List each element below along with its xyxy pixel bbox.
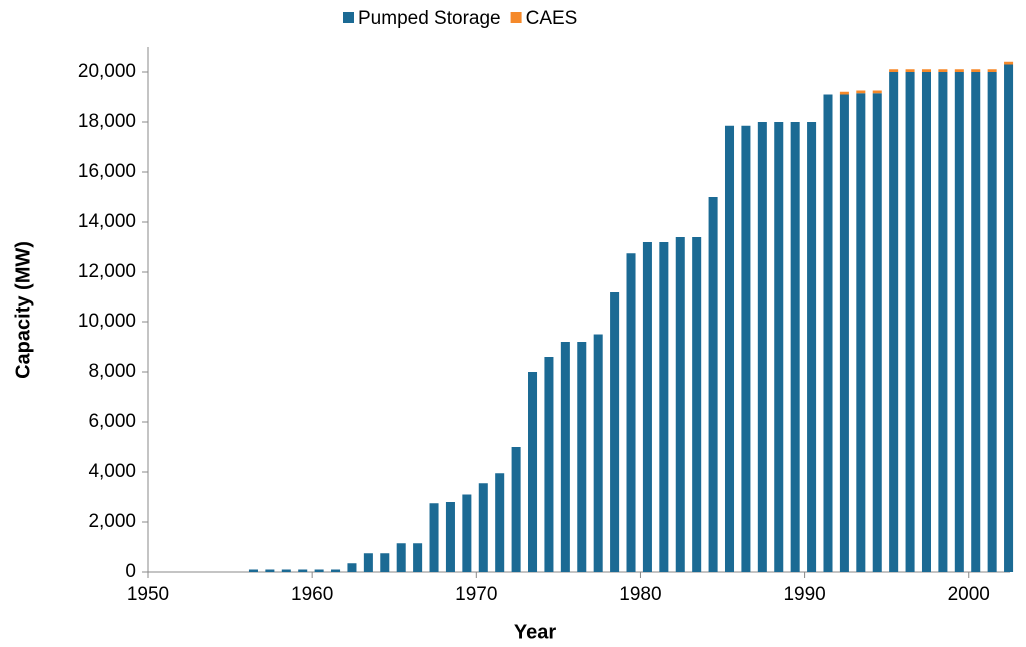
bar: [445, 502, 455, 572]
bar: [560, 342, 570, 572]
bar: [298, 569, 308, 572]
bar: [544, 357, 554, 572]
bar: [462, 494, 472, 572]
bar: [675, 237, 685, 572]
y-tick-label: 8,000: [88, 361, 136, 382]
bar: [413, 543, 423, 572]
x-tick-label: 1960: [291, 584, 333, 605]
bar: [938, 72, 948, 572]
bar: [1004, 64, 1014, 572]
y-tick-label: 4,000: [88, 461, 136, 482]
bar: [905, 72, 915, 572]
bar: [1004, 61, 1014, 65]
bar: [987, 69, 997, 72]
legend-label: CAES: [526, 8, 578, 29]
bar: [954, 72, 964, 572]
bar: [905, 69, 915, 72]
legend-swatch: [343, 12, 354, 23]
bar: [610, 292, 620, 572]
x-tick-label: 1970: [455, 584, 497, 605]
y-tick-label: 2,000: [88, 511, 136, 532]
bar: [938, 69, 948, 72]
bar: [478, 483, 488, 572]
bar: [741, 125, 751, 572]
bar: [839, 94, 849, 572]
y-tick-label: 0: [125, 561, 136, 582]
bar: [872, 90, 882, 94]
bar: [659, 242, 669, 572]
bar: [872, 93, 882, 572]
y-tick-label: 14,000: [78, 211, 136, 232]
bar: [281, 569, 291, 572]
bar: [889, 72, 899, 572]
bar: [642, 242, 652, 572]
bar: [856, 93, 866, 572]
bar: [626, 253, 636, 572]
bar: [839, 91, 849, 95]
bar: [724, 125, 735, 572]
bar: [921, 72, 931, 572]
bar: [380, 553, 390, 572]
bar: [495, 473, 505, 572]
bar: [790, 122, 800, 572]
bar: [528, 372, 538, 572]
y-tick-label: 12,000: [78, 261, 136, 282]
bar: [577, 342, 587, 572]
bar: [593, 334, 603, 572]
bar: [987, 72, 997, 572]
bar: [889, 69, 899, 72]
legend-label: Pumped Storage: [358, 8, 501, 29]
bar: [248, 569, 258, 572]
bar: [708, 197, 718, 572]
bar: [774, 122, 784, 572]
bar: [823, 94, 833, 572]
y-tick-label: 10,000: [78, 311, 136, 332]
x-tick-label: 2000: [948, 584, 990, 605]
bar: [265, 569, 275, 572]
x-tick-label: 1990: [783, 584, 825, 605]
y-tick-label: 16,000: [78, 161, 136, 182]
x-tick-label: 1950: [127, 584, 169, 605]
bar: [396, 543, 406, 572]
y-axis-title: Capacity (MW): [12, 241, 34, 379]
bar: [692, 237, 702, 572]
y-tick-label: 6,000: [88, 411, 136, 432]
bar: [363, 553, 373, 572]
x-axis-title: Year: [514, 621, 556, 643]
bar: [347, 563, 357, 572]
bar: [921, 69, 931, 72]
bar: [429, 503, 439, 572]
y-tick-label: 18,000: [78, 111, 136, 132]
bar: [807, 122, 817, 572]
bar: [331, 569, 341, 572]
bar: [757, 122, 767, 572]
bar: [971, 69, 981, 72]
legend-swatch: [510, 12, 522, 23]
bar: [511, 447, 521, 572]
y-tick-label: 20,000: [78, 61, 136, 82]
bar: [314, 569, 324, 572]
x-tick-label: 1980: [619, 584, 661, 605]
bar: [971, 72, 981, 572]
bar: [954, 69, 964, 72]
bar: [856, 90, 866, 94]
